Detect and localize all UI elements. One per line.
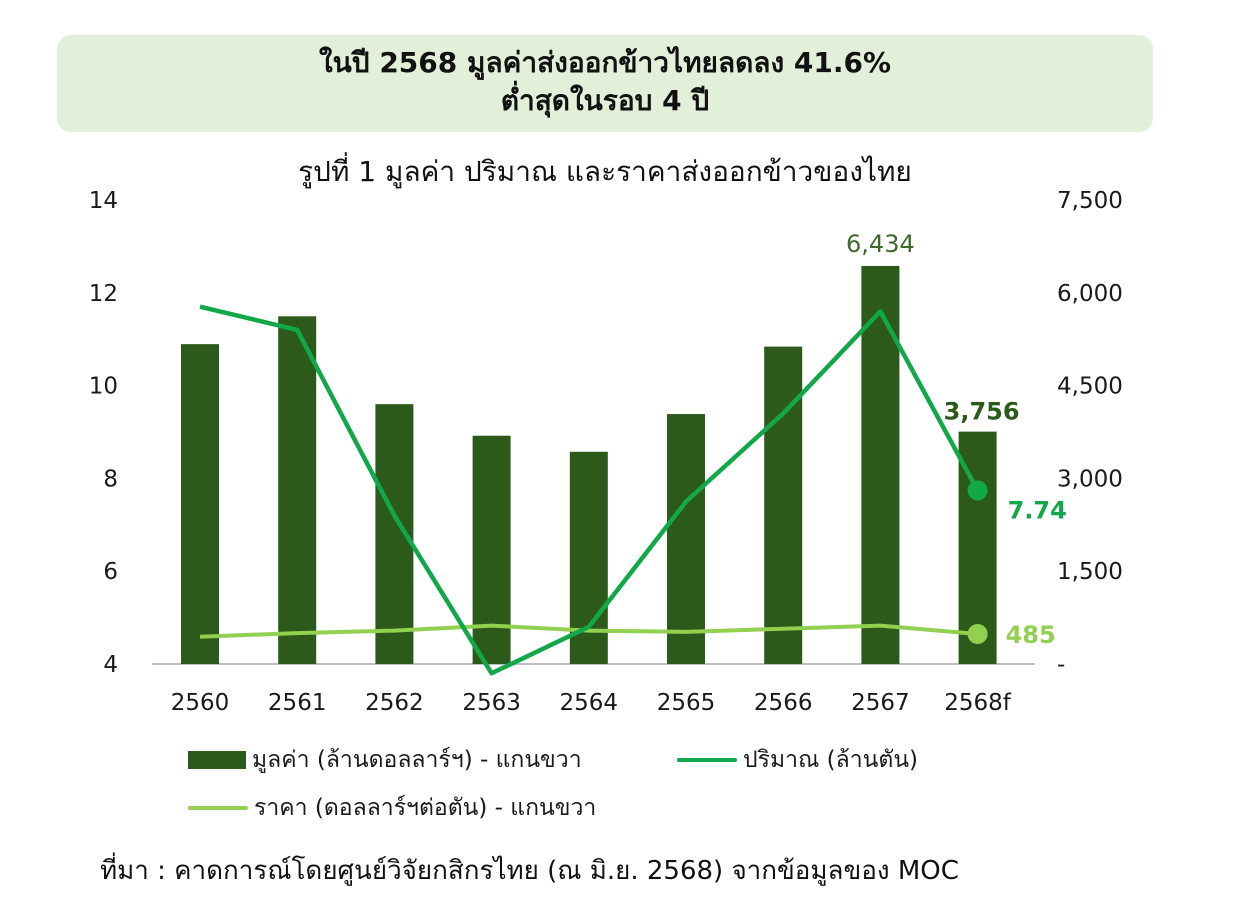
x-axis-tick: 2567 [851,690,910,716]
left-axis-tick: 6 [103,559,118,585]
chart-title: รูปที่ 1 มูลค่า ปริมาณ และราคาส่งออกข้าว… [298,155,912,188]
right-axis-tick: - [1057,652,1065,678]
right-axis-tick: 4,500 [1057,374,1123,400]
right-axis-tick: 7,500 [1057,188,1123,214]
bar-value [181,344,219,664]
x-axis-tick: 2563 [462,690,521,716]
x-axis-tick: 2565 [657,690,716,716]
bar-value [278,316,317,664]
bar-value [764,346,803,664]
headline-line-1: ในปี 2568 มูลค่าส่งออกข้าวไทยลดลง 41.6% [318,46,892,79]
headline-banner: ในปี 2568 มูลค่าส่งออกข้าวไทยลดลง 41.6% … [57,35,1153,132]
legend-swatch-value [188,751,246,769]
right-axis-tick: 6,000 [1057,281,1123,307]
left-axis-tick: 14 [89,188,118,214]
line-price [199,623,978,639]
left-axis-tick: 8 [103,466,118,492]
data-label-2568f-value: 3,756 [944,398,1020,426]
bar-value [472,435,511,664]
left-axis-tick: 4 [103,652,118,678]
x-axis-tick: 2568f [944,690,1012,716]
right-axis-tick: 1,500 [1057,559,1123,585]
legend-label-price: ราคา (ดอลลาร์ฯต่อตัน) - แกนขวา [254,795,597,821]
headline-line-2: ต่ำสุดในรอบ 4 ปี [500,84,710,117]
left-axis-tick: 12 [89,281,118,307]
legend-item-quantity: ปริมาณ (ล้านตัน) [677,742,918,778]
x-axis-tick: 2560 [171,690,230,716]
marker-quantity-2568f [967,480,988,501]
source-note: ที่มา : คาดการณ์โดยศูนย์วิจัยกสิกรไทย (ณ… [100,856,959,886]
legend-item-price: ราคา (ดอลลาร์ฯต่อตัน) - แกนขวา [188,790,596,826]
data-label-2568f-quantity: 7.74 [1008,496,1067,524]
data-label-2568f-price: 485 [1006,621,1056,649]
legend-item-value: มูลค่า (ล้านดอลลาร์ฯ) - แกนขวา [188,742,582,778]
legend-label-value: มูลค่า (ล้านดอลลาร์ฯ) - แกนขวา [252,747,582,773]
legend-swatch-price [188,806,248,810]
x-axis-tick: 2564 [560,690,619,716]
legend-label-quantity: ปริมาณ (ล้านตัน) [743,747,919,773]
x-axis-tick: 2562 [365,690,424,716]
line-quantity [199,304,980,676]
marker-price-2568f [967,623,988,644]
bar-value [667,414,705,664]
data-label-2567: 6,434 [846,230,915,258]
right-axis-tick: 3,000 [1057,466,1123,492]
legend-swatch-quantity [677,758,737,762]
x-axis-tick: 2561 [268,690,327,716]
left-axis-tick: 10 [89,374,118,400]
x-axis-tick: 2566 [754,690,813,716]
